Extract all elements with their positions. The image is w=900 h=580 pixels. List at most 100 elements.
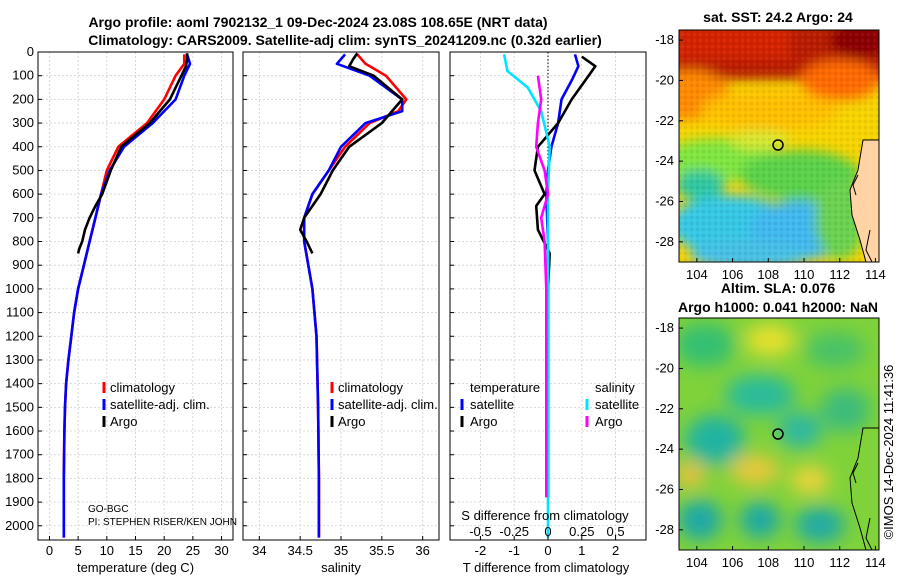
map-x-tick-label: 106 (722, 555, 744, 570)
pi-annotation: GO-BGC (88, 504, 129, 515)
legend-label: Argo (595, 414, 622, 429)
salinity-panel: 34 34.5 35 35.5 36 salinity climatology satelli… (242, 51, 440, 575)
series-line-climatology (62, 54, 186, 538)
legend-label: climatology (338, 380, 404, 395)
depth-tick-label: 1200 (5, 328, 34, 343)
depth-tick-label: 2000 (5, 518, 34, 533)
map-y-tick-label: -20 (655, 360, 674, 375)
map-x-tick-label: 112 (829, 267, 850, 282)
map-y-tick-label: -18 (655, 320, 674, 335)
sst-map-title: sat. SST: 24.2 Argo: 24 (703, 9, 853, 25)
salinity-diff-tick-label: 0.5 (607, 524, 625, 539)
x-tick-label: 10 (100, 543, 114, 558)
map-y-tick-label: -22 (655, 401, 674, 416)
series-line-satellite (62, 54, 192, 538)
x-tick-label: 15 (128, 543, 142, 558)
x-tick-label: 1 (578, 543, 585, 558)
map-x-tick-label: 114 (865, 267, 886, 282)
x-tick-label: -2 (475, 543, 487, 558)
depth-tick-label: 1300 (5, 352, 34, 367)
series-line-temperature-argo (533, 55, 597, 498)
legend-label: Argo (338, 414, 365, 429)
series-line-argo (76, 53, 189, 254)
legend-label: salinity (595, 380, 635, 395)
depth-tick-label: 100 (12, 68, 34, 83)
depth-tick-label: 400 (12, 139, 34, 154)
salinity-diff-tick-label: -0.5 (469, 524, 491, 539)
x-tick-label: 2 (612, 543, 619, 558)
sla-map (678, 317, 880, 551)
x-tick-label: -1 (508, 543, 520, 558)
legend-label: satellite (470, 397, 514, 412)
series-line-satellite (302, 53, 404, 538)
x-axis-label: T difference from climatology (463, 560, 630, 575)
salinity-diff-tick-label: -0.25 (499, 524, 529, 539)
difference-panel: -2 -1 0 1 2 T difference from climatology S di… (449, 51, 647, 575)
map-x-tick-label: 108 (757, 267, 779, 282)
x-tick-label: 36 (415, 543, 429, 558)
salinity-diff-tick-label: 0.25 (569, 524, 594, 539)
sla-map-title: Altim. SLA: 0.076 (721, 280, 836, 296)
map-y-tick-label: -22 (655, 113, 674, 128)
sla-heatmap-field (679, 318, 879, 550)
depth-tick-label: 800 (12, 234, 34, 249)
map-y-tick-label: -26 (655, 193, 674, 208)
depth-tick-label: 0 (27, 44, 34, 59)
x-tick-label: 20 (157, 543, 171, 558)
depth-tick-label: 700 (12, 210, 34, 225)
legend-label: satellite-adj. clim. (338, 397, 438, 412)
map-x-tick-label: 112 (829, 555, 850, 570)
depth-tick-label: 1800 (5, 470, 34, 485)
series-line-salinity-satellite (502, 54, 552, 538)
series-line-argo (298, 52, 404, 254)
depth-tick-label: 900 (12, 257, 34, 272)
x-axis-label: salinity (321, 560, 361, 575)
map-axes: 104 106 108 110 112 114 -18 -20 -22 -24 -26 -28 104 1… (655, 32, 886, 570)
sla-argo-position-marker (772, 428, 784, 440)
sst-map (678, 29, 880, 263)
x-axis-label-salinity-diff: S difference from climatology (461, 508, 629, 523)
depth-tick-label: 1100 (6, 305, 34, 320)
salinity-diff-tick-label: 0 (544, 524, 551, 539)
map-x-tick-label: 114 (865, 555, 886, 570)
map-x-tick-label: 110 (794, 555, 815, 570)
depth-tick-label: 600 (12, 186, 34, 201)
temperature-panel: 0100200300400500600700800900100011001200… (5, 44, 237, 575)
depth-tick-label: 1400 (5, 376, 34, 391)
depth-tick-label: 500 (12, 162, 34, 177)
map-y-tick-label: -20 (655, 72, 674, 87)
x-tick-label: 34.5 (288, 543, 313, 558)
x-tick-label: 0 (46, 543, 53, 558)
depth-tick-label: 1600 (5, 423, 34, 438)
series-line-salinity-argo (534, 75, 550, 498)
map-x-tick-label: 104 (686, 267, 708, 282)
legend-label: satellite (595, 397, 639, 412)
figure-title-line2: Climatology: CARS2009. Satellite-adj cli… (88, 32, 602, 48)
x-tick-label: 35.5 (369, 543, 394, 558)
x-tick-label: 25 (186, 543, 200, 558)
timestamp-stamp: ©IMOS 14-Dec-2024 11:41:36 (881, 365, 896, 540)
sla-map-subtitle: Argo h1000: 0.041 h2000: NaN (678, 299, 878, 315)
legend-label: satellite-adj. clim. (110, 397, 210, 412)
sst-heatmap-field (679, 30, 879, 262)
x-tick-label: 35 (334, 543, 348, 558)
map-y-tick-label: -26 (655, 481, 674, 496)
map-x-tick-label: 110 (794, 267, 815, 282)
x-tick-label: 34 (252, 543, 266, 558)
pi-annotation: PI: STEPHEN RISER/KEN JOHN (88, 517, 237, 528)
map-x-tick-label: 108 (757, 555, 779, 570)
map-x-tick-label: 104 (686, 555, 708, 570)
figure-title-line1: Argo profile: aoml 7902132_1 09-Dec-2024… (88, 14, 547, 30)
x-axis-label: temperature (deg C) (77, 560, 194, 575)
x-tick-label: 0 (544, 543, 551, 558)
x-tick-label: 5 (75, 543, 82, 558)
depth-tick-label: 1700 (5, 447, 34, 462)
depth-tick-label: 1000 (5, 281, 34, 296)
legend-label: Argo (470, 414, 497, 429)
legend-label: Argo (110, 414, 137, 429)
depth-tick-label: 200 (12, 91, 34, 106)
sst-argo-position-marker (772, 139, 784, 151)
depth-tick-label: 1900 (5, 494, 34, 509)
